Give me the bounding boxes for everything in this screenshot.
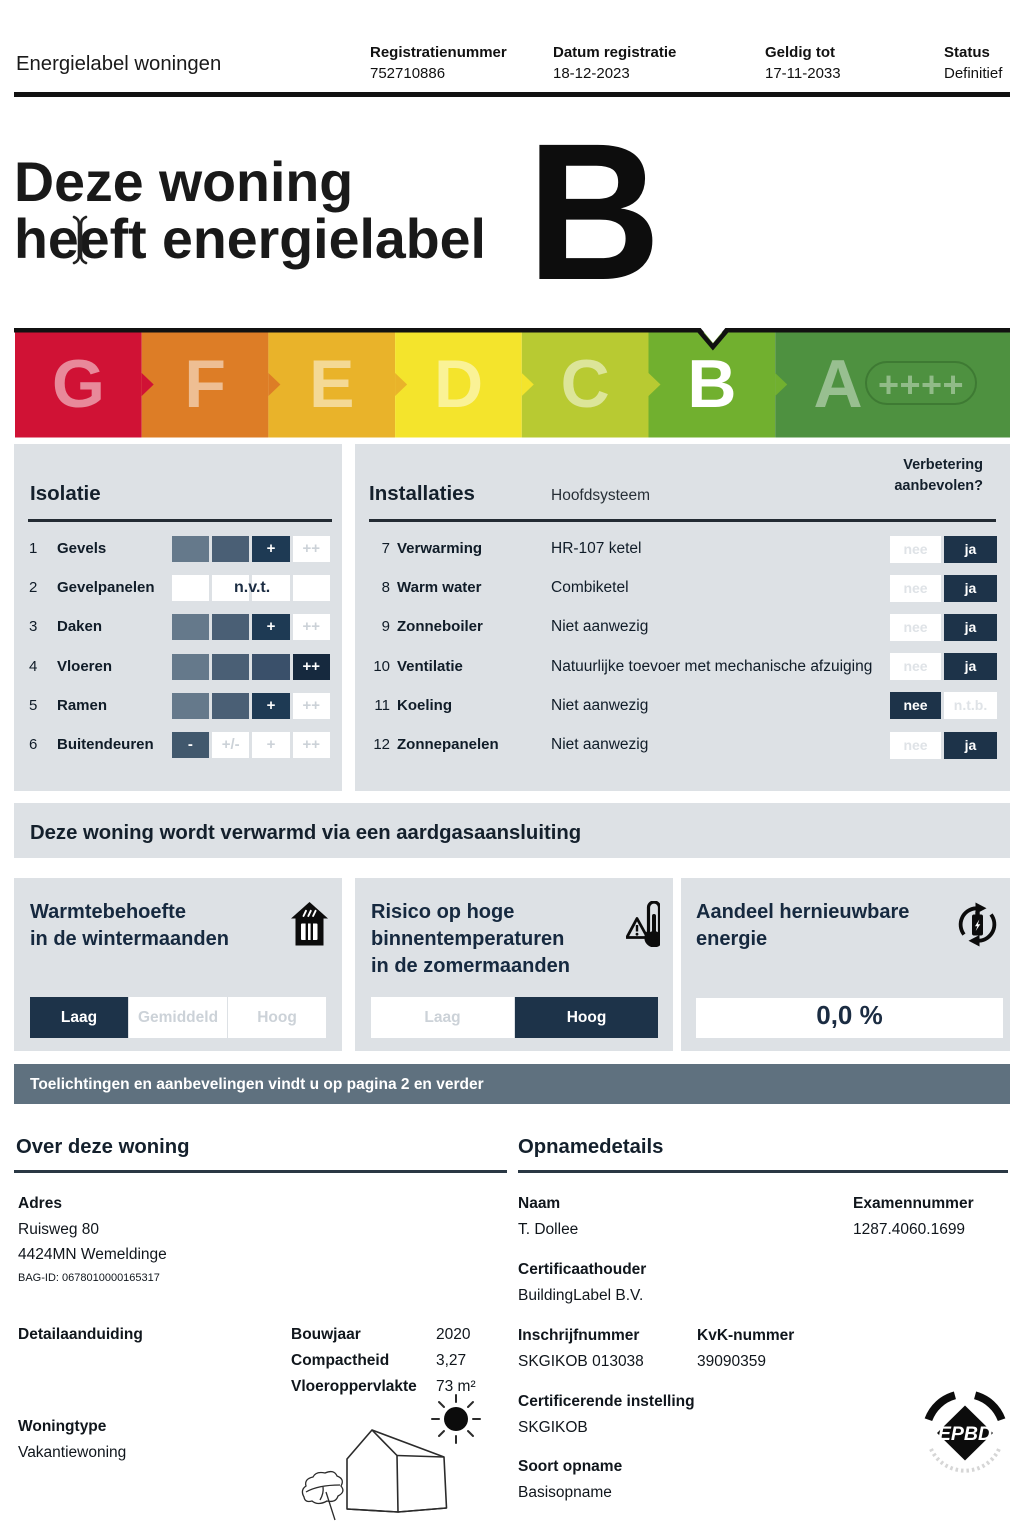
svg-text:E: E (309, 346, 354, 422)
svg-text:F: F (184, 346, 226, 422)
svg-text:G: G (52, 346, 105, 422)
svg-text:A: A (813, 346, 862, 422)
svg-text:EPBD: EPBD (938, 1423, 992, 1445)
svg-text:C: C (561, 346, 610, 422)
svg-text:++++: ++++ (878, 364, 964, 405)
svg-text:B: B (687, 346, 736, 422)
svg-text:D: D (434, 346, 483, 422)
